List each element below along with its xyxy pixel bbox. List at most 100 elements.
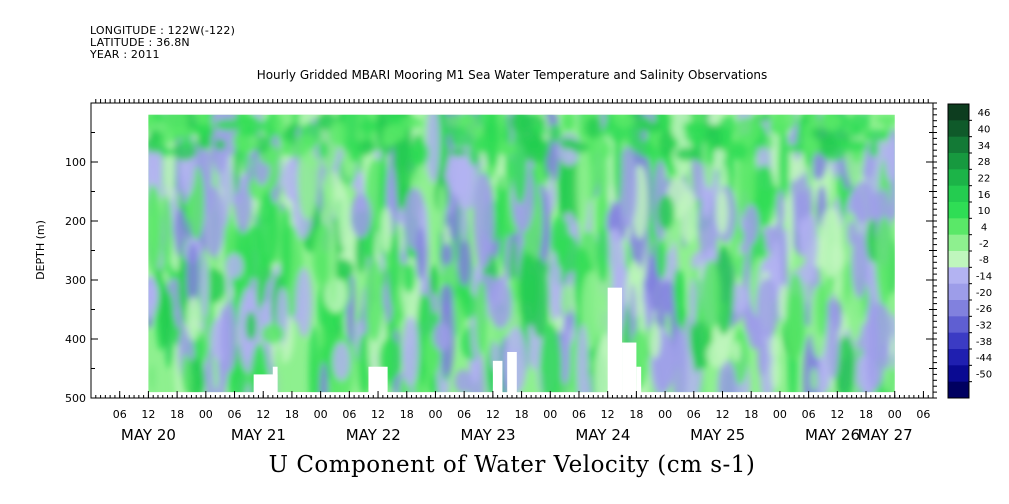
field-cell-surface xyxy=(497,141,517,157)
field-cell xyxy=(280,206,293,291)
field-cell-surface xyxy=(214,138,226,151)
x-hour-label: 06 xyxy=(687,408,701,421)
colorbar-swatch xyxy=(948,234,969,252)
y-axis-label: DEPTH (m) xyxy=(34,220,47,280)
missing-block xyxy=(368,366,388,394)
field-blobs xyxy=(148,114,895,393)
x-hour-label: 00 xyxy=(888,408,902,421)
colorbar-label: 46 xyxy=(978,108,991,119)
colorbar-label: 4 xyxy=(981,223,987,234)
field-cell-surface xyxy=(764,134,774,151)
colorbar-swatch xyxy=(948,136,969,154)
y-tick-label: 400 xyxy=(65,333,86,346)
field-cell-surface xyxy=(628,122,643,151)
field-cell-surface xyxy=(613,114,636,128)
field-cell-surface xyxy=(847,123,863,138)
field-cell xyxy=(511,276,520,303)
field-cell-surface xyxy=(815,136,840,156)
field-cell-surface xyxy=(195,114,209,126)
field-cell xyxy=(365,257,384,342)
field-cell xyxy=(820,365,831,392)
x-hour-label: 06 xyxy=(457,408,471,421)
field-cell xyxy=(850,180,874,223)
field-cell xyxy=(380,207,392,253)
field-cell xyxy=(692,327,700,373)
chart-title: Hourly Gridded MBARI Mooring M1 Sea Wate… xyxy=(256,68,768,82)
x-date-label: MAY 24 xyxy=(575,426,630,444)
field-cell xyxy=(338,189,350,250)
field-cell xyxy=(295,267,313,338)
field-cell xyxy=(200,254,209,320)
colorbar-label: -2 xyxy=(979,239,989,250)
field-cell xyxy=(761,168,769,190)
x-date-label: MAY 25 xyxy=(690,426,745,444)
x-hour-label: 12 xyxy=(371,408,385,421)
field-cell-surface xyxy=(772,114,797,132)
x-hour-label: 00 xyxy=(773,408,787,421)
field-cell xyxy=(432,322,451,351)
x-hour-label: 00 xyxy=(314,408,328,421)
field-cell-surface xyxy=(585,116,602,139)
field-cell xyxy=(227,362,248,393)
field-cell xyxy=(819,207,842,278)
latitude-label: LATITUDE : 36.8N xyxy=(90,36,190,49)
field-cell-surface xyxy=(559,137,578,150)
field-cell-surface xyxy=(729,142,749,161)
field-cell-surface xyxy=(600,140,612,159)
field-cell xyxy=(394,285,401,333)
x-hour-label: 06 xyxy=(228,408,242,421)
field-cell xyxy=(875,216,894,303)
field-cell xyxy=(186,296,201,342)
variable-label: U Component of Water Velocity (cm s-1) xyxy=(268,452,756,478)
field-cell-surface xyxy=(318,141,329,159)
field-cell-surface xyxy=(148,114,156,128)
x-hour-label: 00 xyxy=(543,408,557,421)
field-cell xyxy=(657,194,675,230)
field-cell xyxy=(596,222,610,283)
missing-block xyxy=(607,287,623,394)
field-cell-surface xyxy=(509,114,532,134)
x-hour-label: 18 xyxy=(285,408,299,421)
colorbar-swatch xyxy=(948,169,969,187)
colorbar-label: 10 xyxy=(978,206,991,217)
colorbar-label: -14 xyxy=(976,272,992,283)
field-cell xyxy=(715,189,729,235)
missing-block xyxy=(492,360,503,394)
colorbar-label: 28 xyxy=(978,157,991,168)
colorbar-swatch xyxy=(948,218,969,236)
x-date-label: MAY 23 xyxy=(461,426,516,444)
colorbar-label: 22 xyxy=(978,174,991,185)
field-cell xyxy=(473,172,495,269)
field-cell-surface xyxy=(802,122,812,149)
field-cell xyxy=(558,160,583,227)
field-cell xyxy=(318,324,325,349)
field-cell-surface xyxy=(519,128,543,150)
field-cell xyxy=(245,311,257,341)
field-cell xyxy=(777,126,790,202)
y-tick-label: 100 xyxy=(65,156,86,169)
minor-ticks xyxy=(95,99,937,399)
field-cell xyxy=(717,359,737,393)
field-cell xyxy=(350,193,372,238)
field-cell xyxy=(847,287,863,342)
field-cell-surface xyxy=(875,115,895,124)
field-cell-surface xyxy=(863,129,890,142)
x-hour-label: 12 xyxy=(486,408,500,421)
field-cell xyxy=(220,301,237,373)
x-date-label: MAY 21 xyxy=(231,426,286,444)
field-cell-surface xyxy=(358,120,380,132)
field-cell-surface xyxy=(349,138,360,163)
colorbar-label: -20 xyxy=(976,288,992,299)
field-cell xyxy=(555,225,563,268)
y-tick-label: 500 xyxy=(65,392,86,405)
colorbar-swatch xyxy=(948,316,969,334)
field-cell xyxy=(689,278,697,327)
colorbar: 46 40 34 28 22 16 10 4 -2 -8 -14 -20 -26 -32 -38 -44 -50 xyxy=(947,103,992,399)
field-cell-surface xyxy=(562,114,576,132)
x-hour-label: 12 xyxy=(601,408,615,421)
year-label: YEAR : 2011 xyxy=(90,48,160,61)
colorbar-label: -32 xyxy=(976,321,992,332)
field-cell xyxy=(776,189,785,230)
x-hour-label: 06 xyxy=(802,408,816,421)
x-hour-label: 06 xyxy=(342,408,356,421)
